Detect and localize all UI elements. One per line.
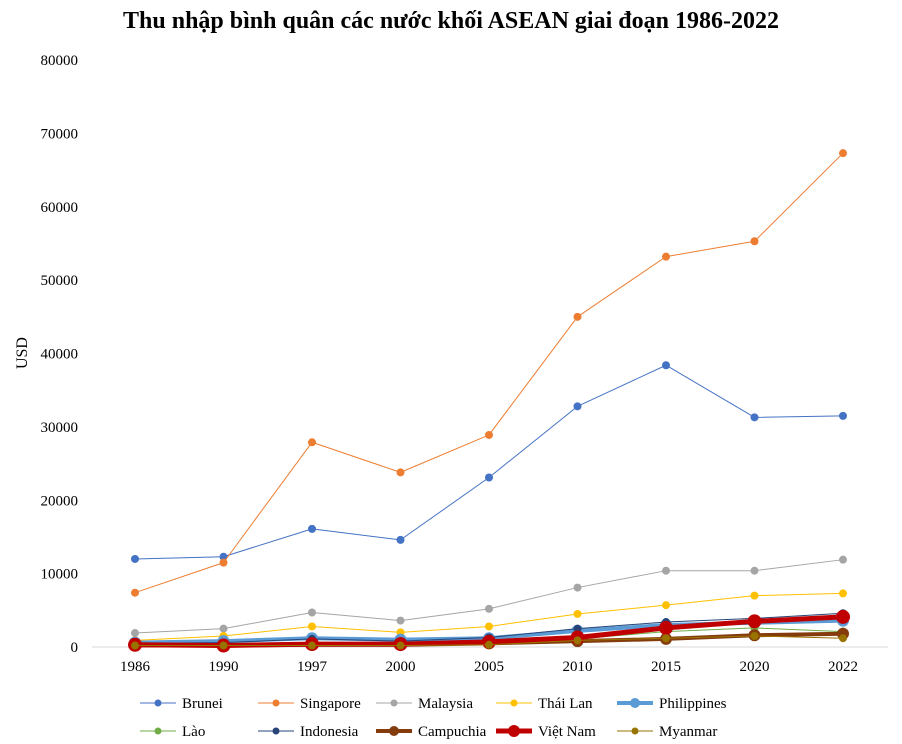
- data-point: [573, 312, 582, 321]
- data-point: [659, 620, 673, 635]
- data-point: [131, 629, 139, 638]
- legend-marker: [390, 699, 398, 707]
- data-point: [662, 361, 670, 370]
- y-tick-label: 0: [71, 640, 79, 656]
- data-point: [573, 583, 582, 592]
- data-point: [219, 558, 228, 567]
- x-tick-label: 2015: [651, 659, 681, 675]
- data-point: [573, 636, 582, 645]
- data-point: [662, 601, 670, 610]
- y-tick-label: 10000: [41, 567, 79, 583]
- data-point: [308, 641, 316, 650]
- data-point: [485, 430, 493, 439]
- y-tick-label: 70000: [41, 126, 79, 142]
- data-point: [662, 566, 670, 575]
- data-point: [485, 622, 493, 631]
- data-point: [219, 624, 228, 633]
- data-point: [308, 608, 316, 617]
- legend-label: Philippines: [659, 696, 727, 712]
- x-tick-label: 2005: [474, 659, 504, 675]
- data-point: [573, 609, 582, 618]
- legend-marker: [272, 699, 280, 707]
- legend-label: Campuchia: [418, 724, 487, 740]
- data-point: [839, 555, 847, 564]
- data-point: [839, 589, 847, 598]
- legend-label: Thái Lan: [538, 696, 593, 712]
- data-point: [750, 237, 759, 246]
- legend-marker: [630, 698, 640, 708]
- data-point: [485, 640, 493, 649]
- data-point: [396, 616, 405, 625]
- legend-marker: [510, 699, 518, 707]
- legend-marker: [272, 727, 280, 735]
- y-tick-label: 30000: [41, 420, 79, 436]
- legend-marker: [389, 726, 399, 736]
- y-tick-label: 50000: [41, 273, 79, 289]
- x-tick-label: 2000: [386, 659, 416, 675]
- data-point: [750, 631, 759, 640]
- legend-label: Việt Nam: [538, 724, 596, 740]
- y-tick-label: 80000: [41, 53, 79, 69]
- data-point: [836, 609, 850, 624]
- legend-label: Indonesia: [300, 724, 359, 740]
- data-point: [396, 535, 405, 544]
- x-tick-label: 2022: [828, 659, 858, 675]
- data-point: [662, 634, 670, 643]
- x-tick-label: 1986: [120, 659, 151, 675]
- data-point: [750, 591, 759, 600]
- y-tick-label: 60000: [41, 200, 79, 216]
- data-point: [131, 554, 139, 563]
- data-point: [131, 641, 139, 650]
- legend-label: Lào: [182, 724, 205, 740]
- y-tick-label: 40000: [41, 347, 79, 363]
- legend-marker: [154, 727, 162, 735]
- y-tick-label: 20000: [41, 493, 79, 509]
- x-tick-label: 1997: [297, 659, 328, 675]
- data-point: [396, 641, 405, 650]
- data-point: [750, 413, 759, 422]
- data-point: [573, 624, 582, 633]
- data-point: [662, 252, 670, 261]
- y-axis-title: USD: [14, 337, 31, 369]
- data-point: [131, 588, 139, 597]
- data-point: [839, 634, 847, 643]
- legend-label: Singapore: [300, 696, 361, 712]
- data-point: [219, 552, 228, 561]
- series-line-0: [134, 364, 844, 560]
- x-tick-label: 1990: [209, 659, 239, 675]
- data-point: [308, 438, 316, 447]
- legend-marker: [154, 699, 162, 707]
- x-tick-label: 2020: [740, 659, 770, 675]
- data-point: [485, 473, 493, 482]
- series-line-1: [134, 152, 844, 594]
- data-point: [839, 411, 847, 420]
- data-point: [573, 402, 582, 411]
- legend-label: Malaysia: [418, 696, 473, 712]
- data-point: [750, 566, 759, 575]
- data-point: [308, 524, 316, 533]
- data-point: [219, 641, 228, 650]
- data-point: [485, 604, 493, 613]
- legend-label: Myanmar: [659, 724, 717, 740]
- data-point: [308, 622, 316, 631]
- legend-marker: [508, 725, 520, 737]
- legend-marker: [631, 727, 639, 735]
- legend-label: Brunei: [182, 696, 223, 712]
- chart-title: Thu nhập bình quân các nước khối ASEAN g…: [123, 8, 779, 34]
- data-point: [747, 614, 762, 629]
- x-tick-label: 2010: [563, 659, 593, 675]
- data-point: [839, 149, 847, 158]
- data-point: [396, 468, 405, 477]
